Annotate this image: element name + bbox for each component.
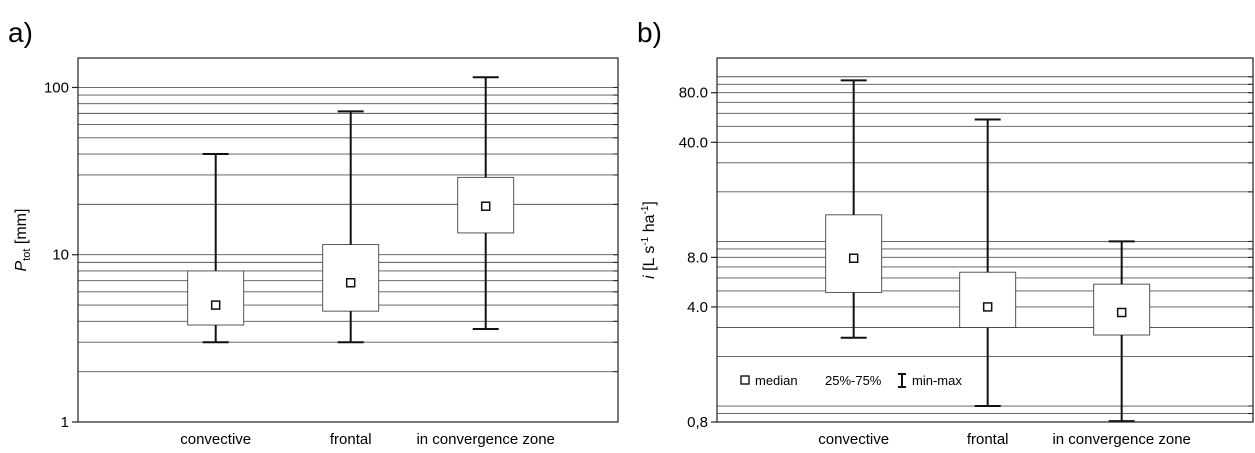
panel-b-ylabel-unit: [L s — [641, 246, 658, 276]
b-y-tick-label: 0,8 — [687, 414, 708, 431]
chart-panel-a: a) 1 10 100 convective frontal in convergenc… — [8, 17, 619, 448]
legend-whisker-label: min-max — [912, 373, 962, 388]
median-marker — [982, 302, 993, 312]
panel-b-x-labels: convective frontal in convergence zone — [818, 431, 1191, 448]
panel-b-ylabel-exp2: -1 — [640, 205, 651, 214]
panel-a-x-labels: convective frontal in convergence zone — [180, 431, 555, 448]
x-category-label: in convergence zone — [416, 431, 554, 448]
legend: median 25%-75% min-max — [740, 373, 962, 388]
chart-panel-b: b) 0,8 4.0 8.0 40.0 80.0 convective frontal in… — [637, 17, 1254, 448]
panel-b-ylabel-exp1: -1 — [640, 236, 651, 245]
legend-median-label: median — [755, 373, 798, 388]
box-iqr — [322, 244, 380, 312]
box-iqr — [187, 270, 245, 326]
box-in-convergence-zone — [1093, 240, 1151, 423]
panel-a-y-ticks: 1 10 100 — [44, 79, 618, 431]
b-y-tick-label: 40.0 — [679, 134, 708, 151]
panel-a-plot-frame — [77, 57, 619, 423]
x-category-label: convective — [180, 431, 251, 448]
x-category-label: in convergence zone — [1052, 431, 1190, 448]
panel-a-gridlines — [78, 87, 618, 373]
panel-b-y-axis-title: i [L s-1 ha-1] — [640, 201, 658, 279]
box-frontal — [959, 118, 1017, 408]
median-marker — [210, 300, 221, 310]
x-category-label: frontal — [967, 431, 1009, 448]
x-category-label: convective — [818, 431, 889, 448]
panel-b-ylabel-main: i — [641, 275, 658, 279]
panel-b-ylabel-mid: ha — [641, 214, 658, 236]
panel-a-y-axis-title: Ptot [mm] — [13, 209, 33, 272]
median-marker — [1116, 307, 1127, 318]
box-frontal — [322, 110, 380, 344]
legend-median-marker — [740, 375, 750, 385]
panel-a-boxes — [187, 76, 515, 344]
panel-b-plot-frame — [716, 57, 1254, 423]
panel-a-label: a) — [8, 17, 33, 48]
a-y-tick-label: 100 — [44, 79, 69, 96]
box-convective — [187, 153, 245, 344]
b-y-tick-label: 8.0 — [687, 249, 708, 266]
median-marker — [345, 277, 356, 288]
b-y-tick-label: 4.0 — [687, 299, 708, 316]
box-iqr — [959, 271, 1017, 328]
panel-a-ylabel-main: P — [13, 260, 30, 271]
box-in-convergence-zone — [457, 76, 515, 330]
a-y-tick-label: 10 — [52, 247, 69, 264]
panel-b-label: b) — [637, 17, 662, 48]
panel-b-y-ticks: 0,8 4.0 8.0 40.0 80.0 — [679, 76, 1253, 431]
panel-b-ylabel-end: ] — [641, 201, 658, 205]
median-marker — [848, 253, 859, 264]
panel-b-boxes — [825, 79, 1151, 423]
panel-a-ylabel-unit: [mm] — [13, 209, 30, 249]
x-category-label: frontal — [330, 431, 372, 448]
legend-whisker-marker — [898, 373, 906, 388]
a-y-tick-label: 1 — [61, 414, 69, 431]
b-y-tick-label: 80.0 — [679, 85, 708, 102]
panel-a-ylabel-sub: tot — [21, 249, 33, 261]
box-convective — [825, 79, 883, 339]
legend-box-label: 25%-75% — [825, 373, 882, 388]
panel-b-gridlines — [717, 76, 1253, 415]
median-marker — [480, 201, 491, 211]
